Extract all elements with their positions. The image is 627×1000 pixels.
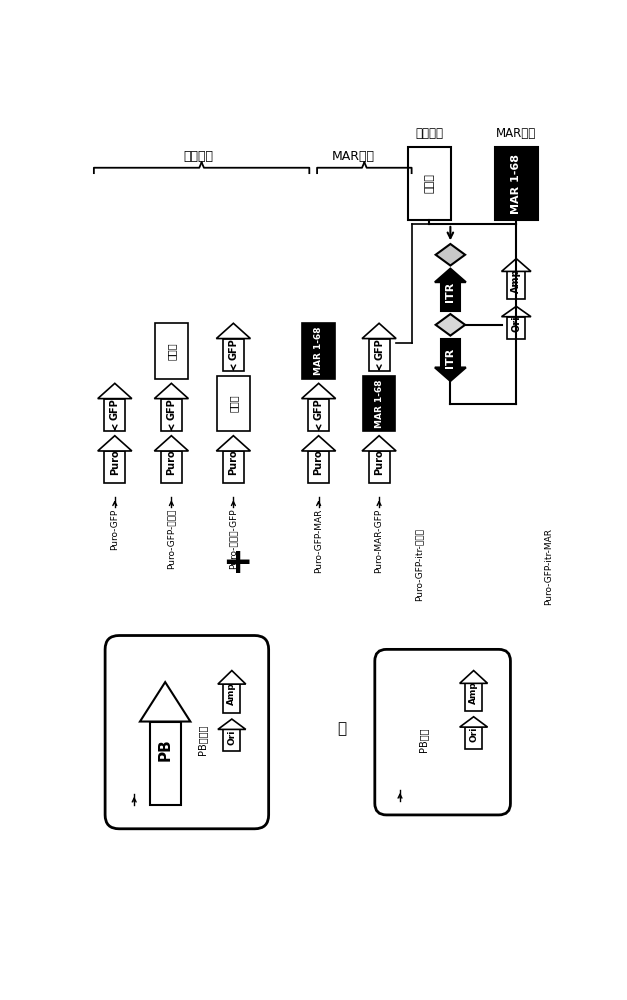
Bar <box>104 451 125 483</box>
Text: ITR: ITR <box>445 282 455 302</box>
Polygon shape <box>362 323 396 339</box>
Text: Puro-GFP-itr-MAR: Puro-GFP-itr-MAR <box>544 528 553 605</box>
Polygon shape <box>362 436 396 451</box>
Text: GFP: GFP <box>374 339 384 360</box>
Bar <box>223 339 244 371</box>
Text: Puro: Puro <box>374 449 384 475</box>
Polygon shape <box>140 682 191 722</box>
Polygon shape <box>436 244 465 266</box>
Text: 间隔区: 间隔区 <box>166 342 176 360</box>
Text: 间隔区: 间隔区 <box>424 174 435 193</box>
Text: PB: PB <box>157 738 172 761</box>
Text: PB转座酶: PB转座酶 <box>198 725 208 755</box>
Text: GFP: GFP <box>228 339 238 360</box>
Bar <box>507 271 525 299</box>
Text: Amp: Amp <box>228 682 236 705</box>
Text: ITR: ITR <box>445 348 455 368</box>
Bar <box>302 323 335 379</box>
Bar <box>150 722 181 805</box>
Text: PB对照: PB对照 <box>418 728 428 752</box>
Text: Puro: Puro <box>110 449 120 475</box>
Text: Puro: Puro <box>166 449 176 475</box>
Text: Puro-GFP-MAR: Puro-GFP-MAR <box>314 509 323 573</box>
Text: Amp: Amp <box>469 681 478 704</box>
Bar <box>441 282 460 311</box>
Polygon shape <box>218 719 246 729</box>
Bar <box>104 399 125 431</box>
Text: Ori: Ori <box>511 316 521 332</box>
Bar <box>155 323 187 379</box>
Bar <box>507 317 525 339</box>
Bar <box>308 451 329 483</box>
Bar <box>495 147 537 220</box>
Bar <box>223 684 241 713</box>
Text: Puro-MAR-GFP: Puro-MAR-GFP <box>374 509 384 573</box>
Polygon shape <box>302 436 335 451</box>
Text: GFP: GFP <box>166 399 176 420</box>
Bar <box>308 399 329 431</box>
Polygon shape <box>98 436 132 451</box>
Polygon shape <box>302 383 335 399</box>
FancyBboxPatch shape <box>105 636 268 829</box>
Polygon shape <box>216 436 250 451</box>
Text: Puro-GFP-间隔区: Puro-GFP-间隔区 <box>167 509 176 569</box>
Text: Puro-间隔区-GFP: Puro-间隔区-GFP <box>229 509 238 569</box>
Text: MAR质粒: MAR质粒 <box>496 127 536 140</box>
Polygon shape <box>435 367 466 381</box>
Bar <box>369 339 389 371</box>
Text: 对照质粒: 对照质粒 <box>184 150 214 163</box>
Text: Puro-GFP: Puro-GFP <box>110 509 119 550</box>
Text: MAR质粒: MAR质粒 <box>332 150 375 163</box>
Text: 对照质粒: 对照质粒 <box>416 127 443 140</box>
Text: GFP: GFP <box>314 399 324 420</box>
FancyBboxPatch shape <box>375 649 510 815</box>
Bar <box>363 376 396 431</box>
Text: Puro: Puro <box>228 449 238 475</box>
Bar <box>223 729 241 751</box>
Polygon shape <box>218 671 246 684</box>
Text: Ori: Ori <box>228 729 236 745</box>
Polygon shape <box>502 259 531 271</box>
Polygon shape <box>460 671 488 683</box>
Text: Puro-GFP-itr-间隔区: Puro-GFP-itr-间隔区 <box>415 528 424 601</box>
Text: GFP: GFP <box>110 399 120 420</box>
Text: Amp: Amp <box>511 268 521 293</box>
Polygon shape <box>460 717 488 727</box>
Polygon shape <box>154 383 189 399</box>
Polygon shape <box>502 306 531 317</box>
Text: Ori: Ori <box>469 727 478 742</box>
Bar <box>161 399 182 431</box>
Polygon shape <box>154 436 189 451</box>
Text: MAR 1-68: MAR 1-68 <box>314 327 323 375</box>
Polygon shape <box>436 314 465 336</box>
Bar <box>408 147 451 220</box>
Bar <box>465 727 482 749</box>
Bar <box>217 376 250 431</box>
Text: Puro: Puro <box>314 449 324 475</box>
Polygon shape <box>435 269 466 282</box>
Polygon shape <box>98 383 132 399</box>
Bar <box>465 683 482 711</box>
Text: +: + <box>222 546 253 580</box>
Bar <box>441 339 460 367</box>
Text: 或: 或 <box>337 721 347 736</box>
Polygon shape <box>216 323 250 339</box>
Bar <box>369 451 389 483</box>
Text: 间隔区: 间隔区 <box>228 395 238 412</box>
Bar <box>223 451 244 483</box>
Text: MAR 1-68: MAR 1-68 <box>374 379 384 428</box>
Bar <box>161 451 182 483</box>
Text: MAR 1-68: MAR 1-68 <box>511 154 521 214</box>
